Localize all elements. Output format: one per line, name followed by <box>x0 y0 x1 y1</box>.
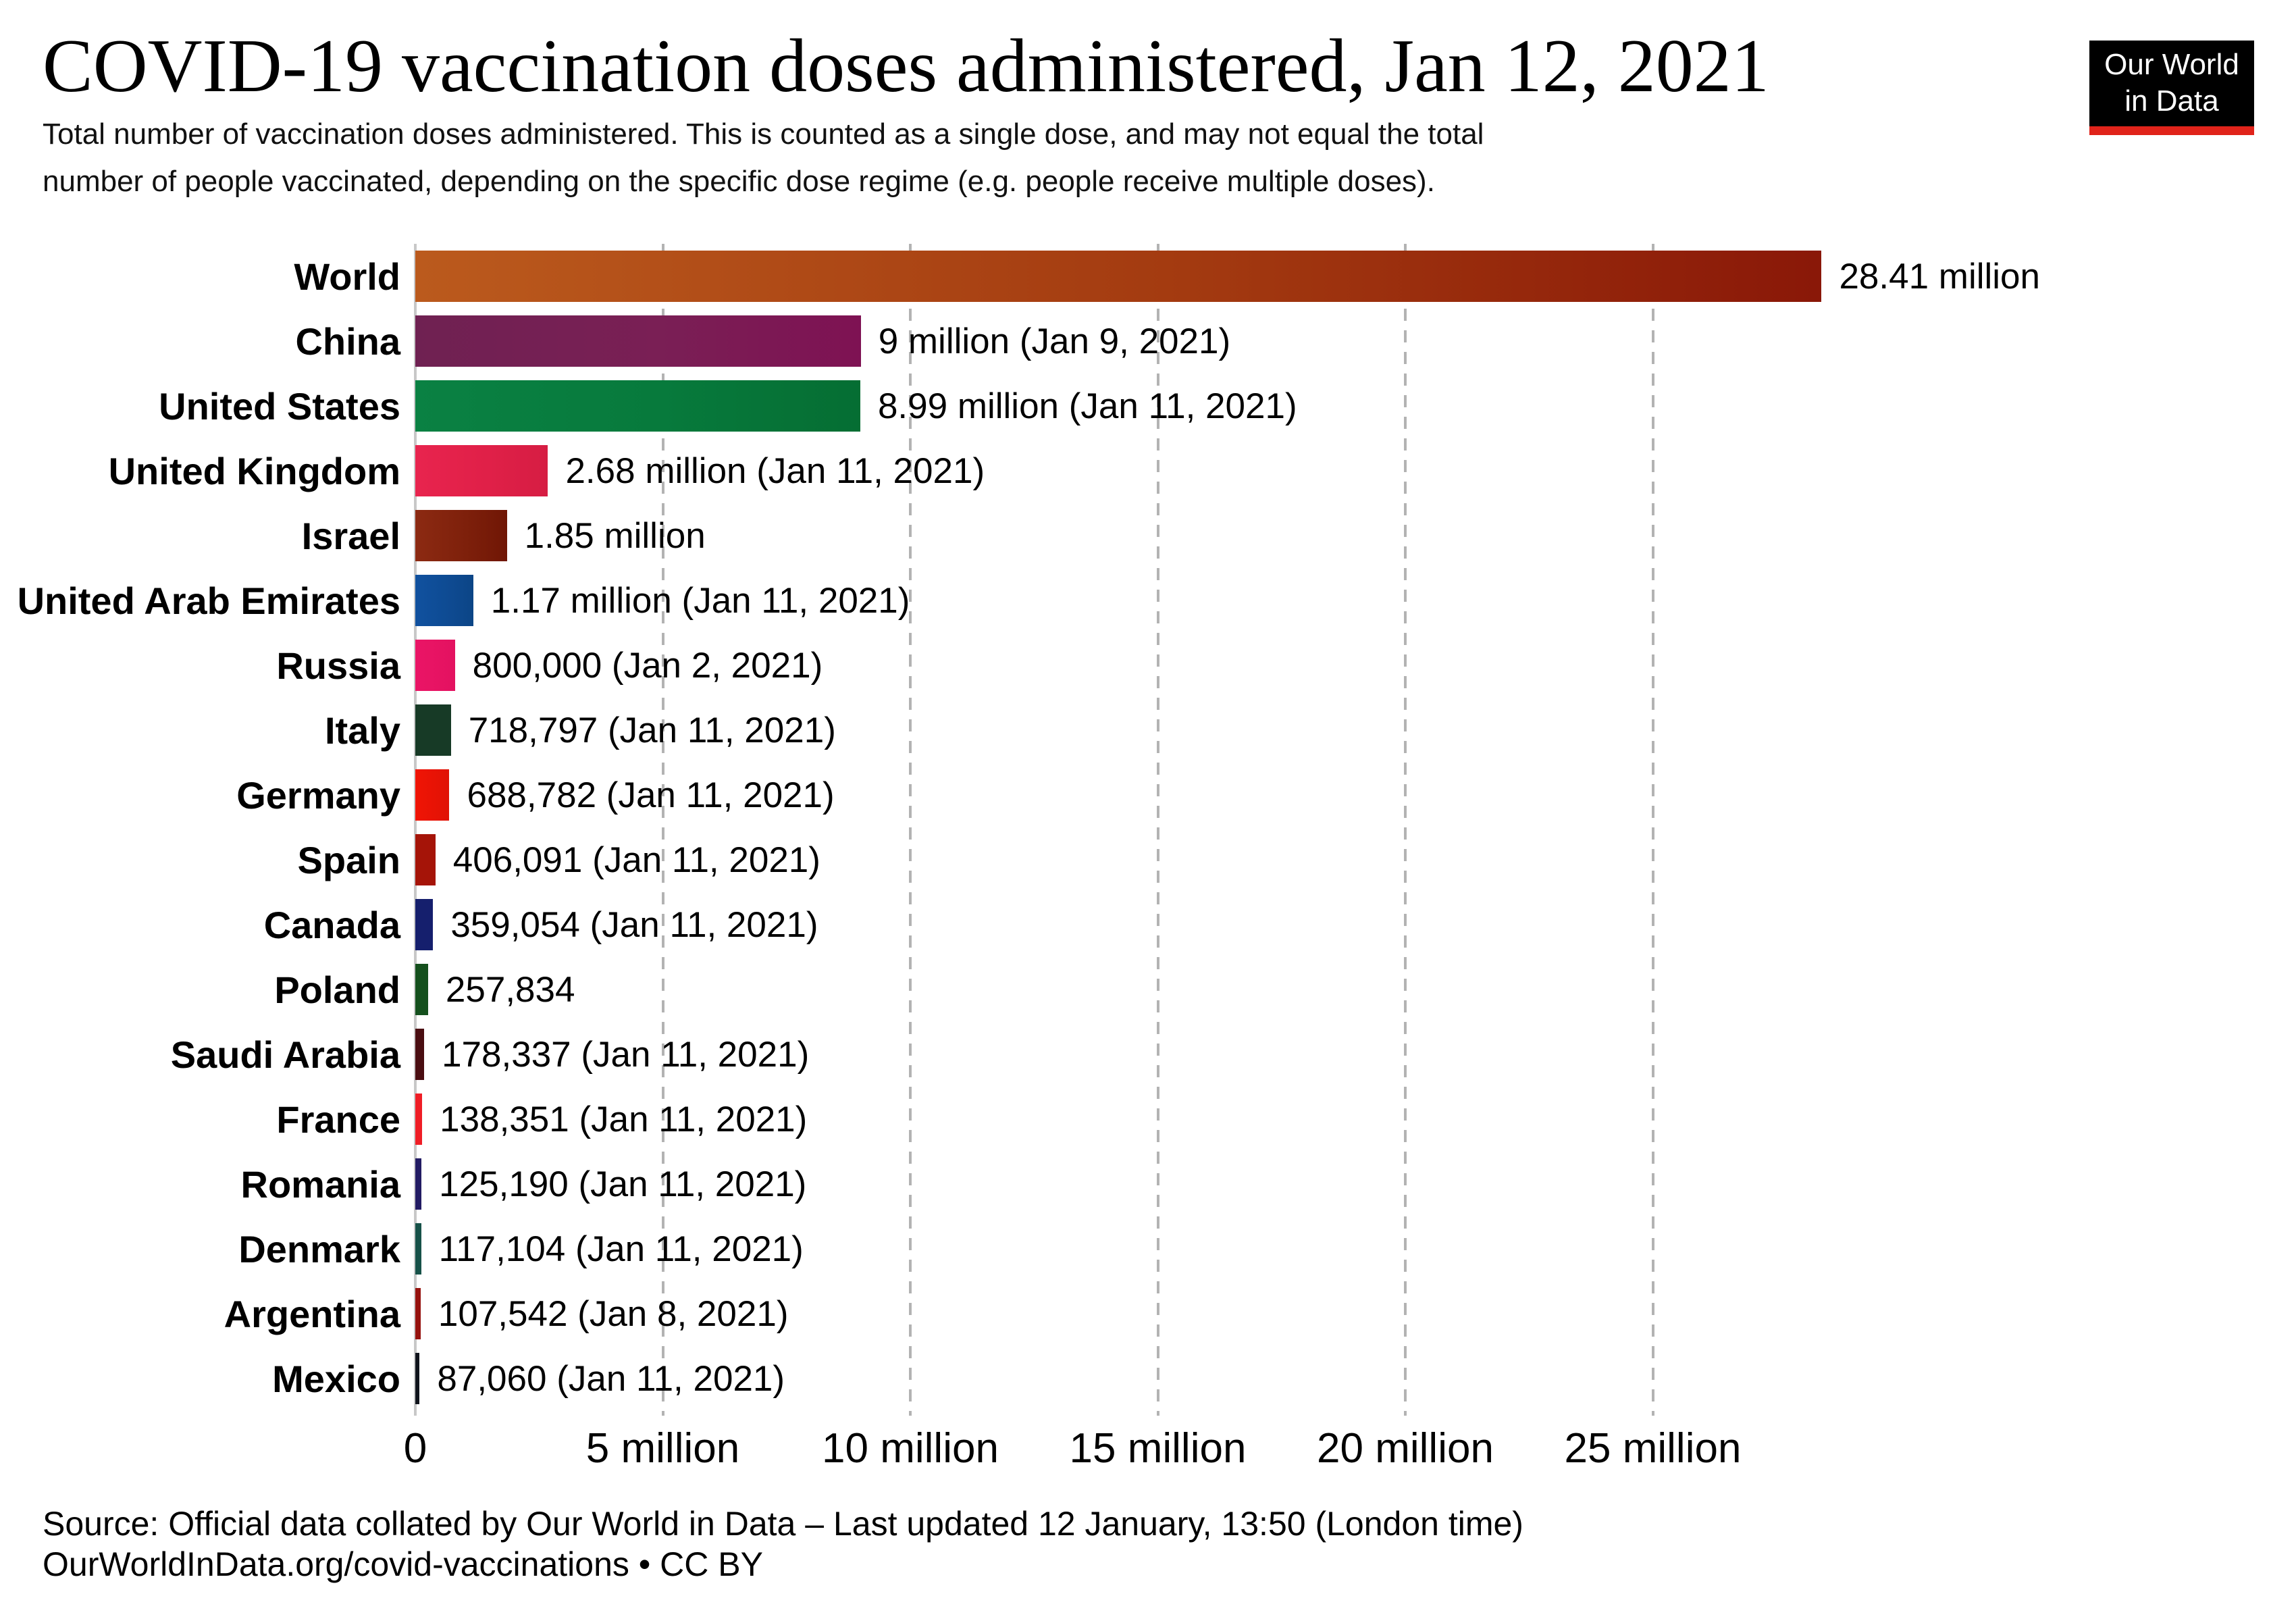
bar-label: United Arab Emirates <box>17 579 400 622</box>
bar-label: United States <box>159 384 400 428</box>
gridline-20-million <box>1404 244 1407 1416</box>
chart-subtitle-line1: Total number of vaccination doses admini… <box>43 118 1484 151</box>
bar-row-germany: Germany 688,782 (Jan 11, 2021) <box>0 763 2296 827</box>
bar-value: 125,190 (Jan 11, 2021) <box>439 1164 807 1204</box>
bar <box>415 510 507 561</box>
bar-value: 138,351 (Jan 11, 2021) <box>440 1099 808 1139</box>
bar-label: France <box>276 1098 400 1141</box>
bar <box>415 640 455 691</box>
bar-row-argentina: Argentina 107,542 (Jan 8, 2021) <box>0 1281 2296 1346</box>
bar-value: 1.17 million (Jan 11, 2021) <box>490 580 910 621</box>
gridlines <box>0 244 2296 1416</box>
bar-rows: World 28.41 million China 9 million (Jan 9,… <box>0 244 2296 1411</box>
bar <box>415 1029 425 1080</box>
bar-value: 359,054 (Jan 11, 2021) <box>450 904 818 945</box>
gridline-5-million <box>661 244 664 1416</box>
bar-value: 117,104 (Jan 11, 2021) <box>438 1229 804 1269</box>
bar-row-united-arab-emirates: United Arab Emirates 1.17 million (Jan 11… <box>0 568 2296 633</box>
chart-title: COVID-19 vaccination doses administered,… <box>43 24 1769 108</box>
bar-value: 87,060 (Jan 11, 2021) <box>437 1358 785 1399</box>
x-tick-label: 15 million <box>1069 1425 1247 1472</box>
bar <box>415 1288 421 1339</box>
bar-value: 718,797 (Jan 11, 2021) <box>468 710 836 750</box>
bar-label: Italy <box>324 709 400 752</box>
bar <box>415 445 548 496</box>
bar <box>415 251 1822 302</box>
bar-row-israel: Israel 1.85 million <box>0 503 2296 568</box>
bar-row-spain: Spain 406,091 (Jan 11, 2021) <box>0 827 2296 892</box>
bar-row-canada: Canada 359,054 (Jan 11, 2021) <box>0 892 2296 957</box>
bar <box>415 769 450 821</box>
bar-label: Israel <box>301 514 400 557</box>
bar <box>415 1158 422 1210</box>
bar-label: Denmark <box>238 1227 400 1270</box>
bar-label: United Kingdom <box>108 449 400 492</box>
bar-value: 178,337 (Jan 11, 2021) <box>442 1034 810 1075</box>
bar-row-poland: Poland 257,834 <box>0 957 2296 1022</box>
bar-value: 406,091 (Jan 11, 2021) <box>452 840 820 880</box>
bar-row-denmark: Denmark 117,104 (Jan 11, 2021) <box>0 1216 2296 1281</box>
x-axis: 0 5 million 10 million 15 million 20 million… <box>0 1424 2296 1478</box>
bar <box>415 575 473 626</box>
bar-value: 28.41 million <box>1839 256 2040 297</box>
bar <box>415 315 861 367</box>
bar-value: 800,000 (Jan 2, 2021) <box>472 645 823 686</box>
bar-row-united-states: United States 8.99 million (Jan 11, 2021) <box>0 374 2296 438</box>
gridline-15-million <box>1156 244 1159 1416</box>
bar-label: Spain <box>297 838 400 881</box>
bar-value: 257,834 <box>445 969 575 1010</box>
bar-row-russia: Russia 800,000 (Jan 2, 2021) <box>0 633 2296 698</box>
bar-label: Poland <box>274 968 400 1011</box>
bar <box>415 964 428 1015</box>
footer-source: Source: Official data collated by Our Wo… <box>43 1505 1523 1543</box>
bar-row-romania: Romania 125,190 (Jan 11, 2021) <box>0 1152 2296 1216</box>
bar-row-china: China 9 million (Jan 9, 2021) <box>0 309 2296 374</box>
bar-value: 1.85 million <box>524 515 706 556</box>
chart-subtitle: Total number of vaccination doses admini… <box>43 111 1484 205</box>
bar-label: Saudi Arabia <box>170 1033 400 1076</box>
bar <box>415 380 860 432</box>
bar-value: 688,782 (Jan 11, 2021) <box>467 775 835 815</box>
x-tick-label: 5 million <box>585 1425 740 1472</box>
bar <box>415 704 451 756</box>
bar-label: Germany <box>236 773 400 817</box>
bar-value: 9 million (Jan 9, 2021) <box>878 321 1231 361</box>
bar <box>415 1353 420 1404</box>
bar-row-france: France 138,351 (Jan 11, 2021) <box>0 1087 2296 1152</box>
chart-subtitle-line2: number of people vaccinated, depending o… <box>43 165 1435 198</box>
x-tick-label: 25 million <box>1564 1425 1742 1472</box>
owid-logo-line1: Our World <box>2104 48 2239 81</box>
owid-logo: Our World in Data <box>2089 41 2254 135</box>
bar-row-mexico: Mexico 87,060 (Jan 11, 2021) <box>0 1346 2296 1411</box>
owid-logo-line2: in Data <box>2124 84 2219 118</box>
bar-label: Argentina <box>224 1292 400 1335</box>
axis-line-zero <box>414 244 417 1416</box>
gridline-25-million <box>1651 244 1654 1416</box>
bar-chart: World 28.41 million China 9 million (Jan 9,… <box>0 244 2296 1472</box>
bar <box>415 1223 421 1275</box>
x-tick-label: 0 <box>403 1425 427 1472</box>
bar-value: 107,542 (Jan 8, 2021) <box>438 1293 789 1334</box>
bar-label: Romania <box>240 1162 401 1206</box>
bar-label: Canada <box>263 903 400 946</box>
x-tick-label: 20 million <box>1317 1425 1494 1472</box>
bar-label: China <box>295 319 400 363</box>
bar-row-world: World 28.41 million <box>0 244 2296 309</box>
gridline-10-million <box>909 244 912 1416</box>
bar-row-italy: Italy 718,797 (Jan 11, 2021) <box>0 698 2296 763</box>
bar-label: Russia <box>276 644 400 687</box>
bar-row-saudi-arabia: Saudi Arabia 178,337 (Jan 11, 2021) <box>0 1022 2296 1087</box>
bar <box>415 834 436 885</box>
bar-label: Mexico <box>272 1357 400 1400</box>
bar-value: 8.99 million (Jan 11, 2021) <box>877 386 1297 426</box>
x-tick-label: 10 million <box>822 1425 999 1472</box>
footer-link[interactable]: OurWorldInData.org/covid-vaccinations • … <box>43 1545 763 1583</box>
bar-value: 2.68 million (Jan 11, 2021) <box>565 451 985 491</box>
bar <box>415 899 434 950</box>
bar-label: World <box>294 255 400 298</box>
bar <box>415 1093 423 1145</box>
bar-row-united-kingdom: United Kingdom 2.68 million (Jan 11, 2021… <box>0 438 2296 503</box>
footer: Source: Official data collated by Our Wo… <box>43 1503 1523 1585</box>
